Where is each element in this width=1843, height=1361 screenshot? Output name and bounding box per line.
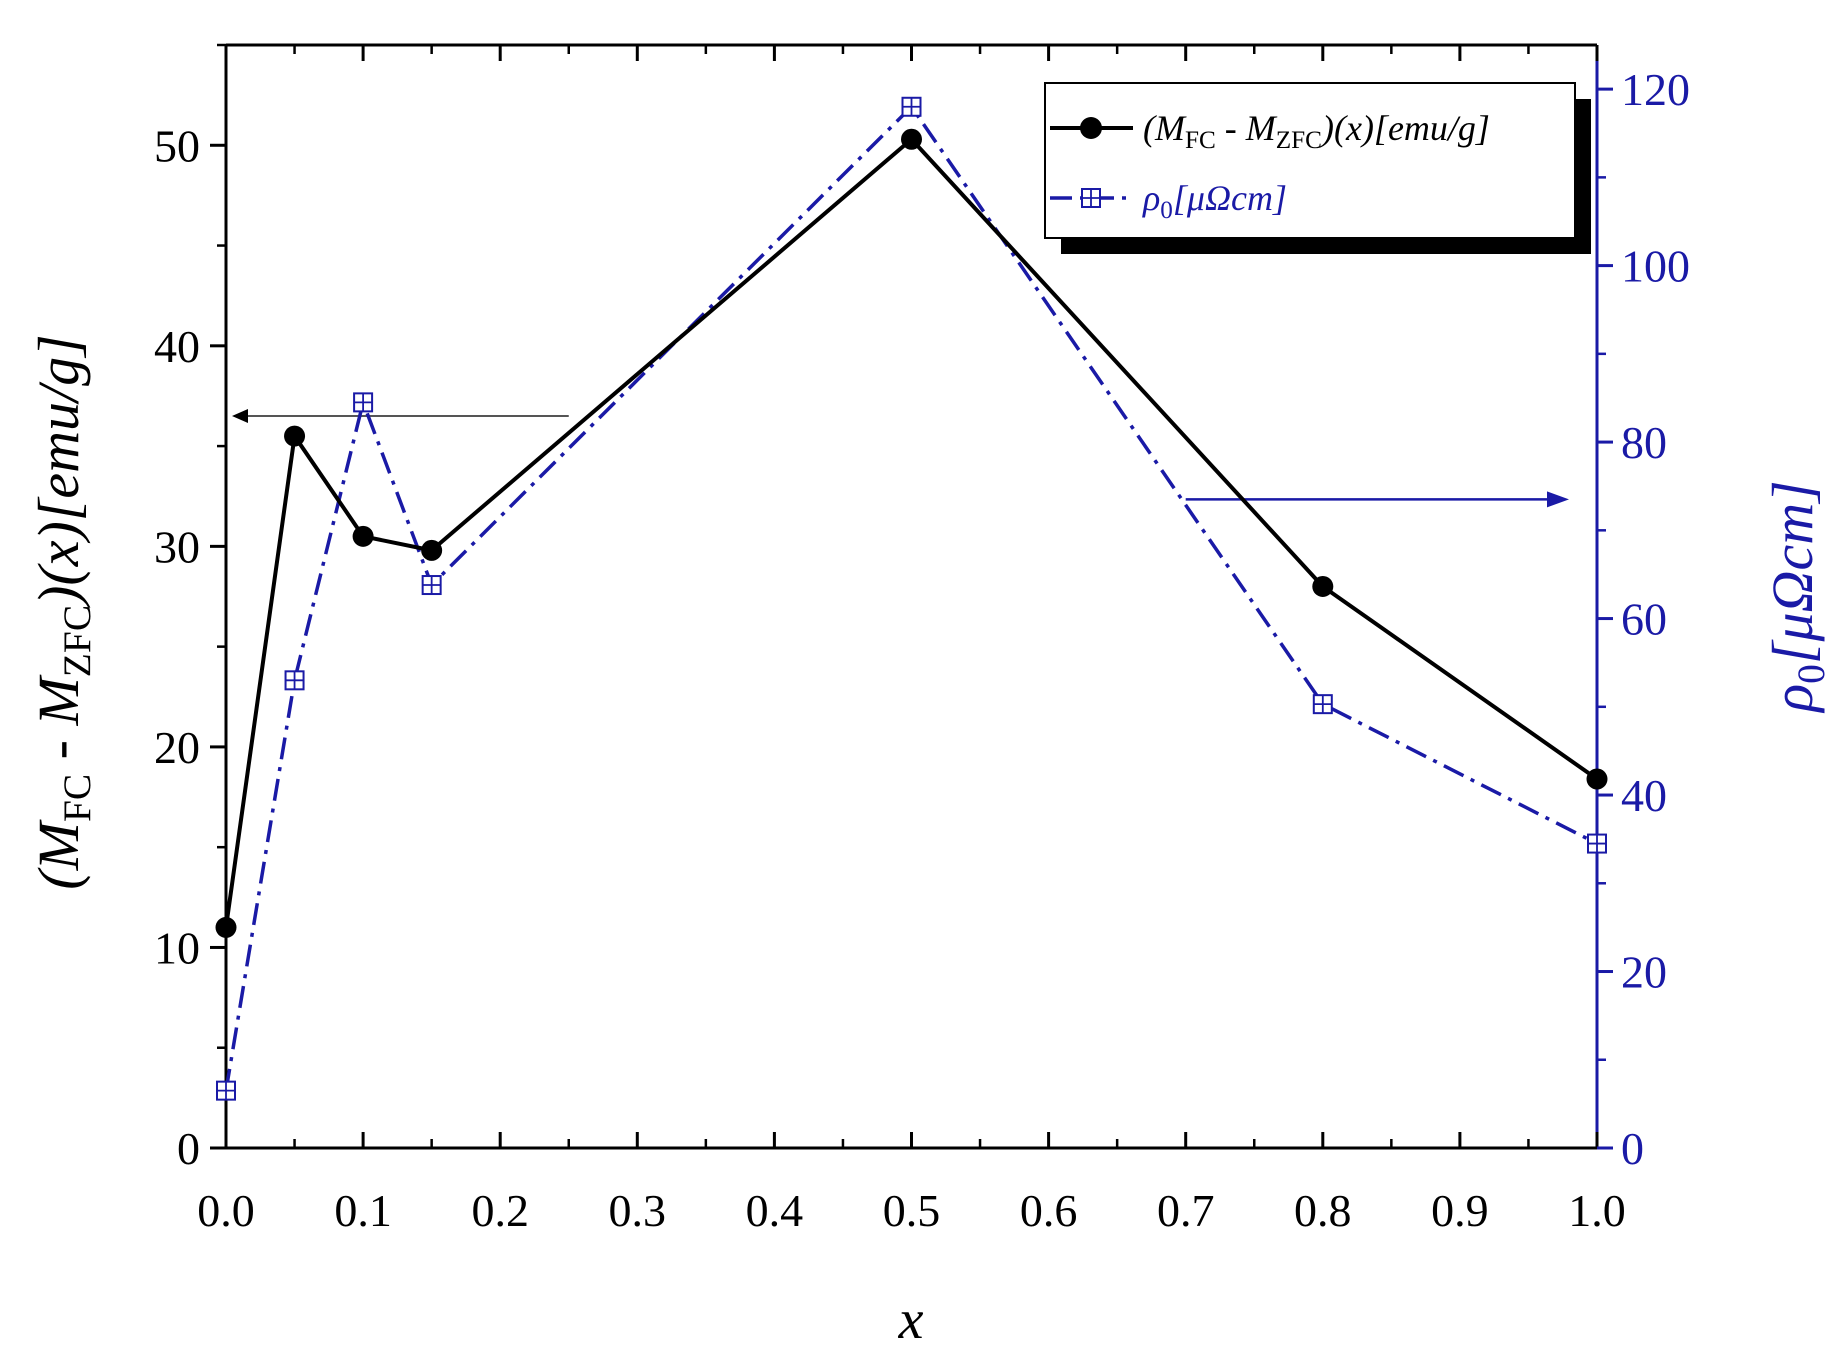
left-tick-label: 40: [154, 321, 200, 372]
x-tick-label: 0.6: [1020, 1185, 1078, 1236]
x-tick-label: 0.1: [334, 1185, 392, 1236]
legend-marker-magnetization: [1080, 117, 1102, 139]
right-tick-label: 20: [1621, 947, 1667, 998]
series-resistivity: [216, 96, 1607, 1101]
data-point: [215, 916, 237, 938]
data-point: [901, 128, 922, 150]
data-point: [1587, 833, 1607, 854]
left-y-axis-ticks: 0 10 20 30 40 50: [154, 43, 226, 1174]
left-tick-label: 0: [177, 1123, 200, 1174]
legend-marker-resistivity: [1081, 188, 1101, 208]
legend-label-resistivity: ρ0[μΩcm]: [1142, 178, 1287, 224]
left-tick-label: 20: [154, 722, 200, 773]
data-point: [421, 539, 443, 561]
data-point: [352, 525, 374, 547]
data-point: [284, 670, 305, 691]
series-line: [224, 137, 1599, 928]
data-point: [284, 425, 306, 447]
x-tick-label: 0.4: [746, 1185, 804, 1236]
right-tick-label: 120: [1621, 64, 1690, 115]
data-point: [901, 96, 922, 117]
x-tick-label: 0.9: [1431, 1185, 1489, 1236]
x-axis-label: x: [898, 1289, 924, 1351]
right-tick-label: 60: [1621, 594, 1667, 645]
axis-indicator-arrows: [232, 409, 1569, 508]
left-tick-label: 30: [154, 521, 200, 572]
series-layer: [215, 96, 1608, 1101]
right-tick-label: 40: [1621, 770, 1667, 821]
left-y-axis-label: (MFC - MZFC)(x)[emu/g]: [26, 334, 99, 889]
data-point: [353, 392, 374, 413]
x-tick-label: 0.2: [471, 1185, 529, 1236]
x-tick-label: 0.8: [1294, 1185, 1352, 1236]
right-tick-label: 80: [1621, 417, 1667, 468]
left-tick-label: 50: [154, 120, 200, 171]
legend-label-magnetization: (MFC - MZFC)(x)[emu/g]: [1143, 108, 1490, 154]
right-tick-label: 100: [1621, 241, 1690, 292]
x-tick-label: 0.5: [883, 1185, 941, 1236]
data-point: [1312, 575, 1334, 597]
legend-box: [1044, 82, 1576, 239]
x-tick-label: 0.0: [197, 1185, 255, 1236]
legend: (MFC - MZFC)(x)[emu/g] ρ0[μΩcm]: [1044, 82, 1591, 254]
x-tick-label: 1.0: [1568, 1185, 1626, 1236]
x-tick-label: 0.3: [609, 1185, 667, 1236]
data-point: [216, 1080, 236, 1101]
x-axis-ticks: 0.0 0.1 0.2 0.3 0.4 0.5 0.6 0.7 0.8 0.9 1.0: [197, 45, 1626, 1236]
right-axis-arrow-head: [1547, 491, 1569, 508]
right-tick-label: 0: [1621, 1123, 1644, 1174]
data-point: [421, 575, 442, 596]
data-point: [1312, 694, 1333, 715]
left-axis-arrow-head: [232, 409, 248, 424]
series-line: [224, 105, 1598, 1091]
right-y-axis-label: ρ0[μΩcm]: [1760, 480, 1833, 713]
data-point: [1586, 768, 1608, 790]
left-tick-label: 10: [154, 922, 200, 973]
right-y-axis-ticks: 0 20 40 60 80 100 120: [1597, 64, 1690, 1174]
series-magnetization: [215, 128, 1608, 938]
x-tick-label: 0.7: [1157, 1185, 1215, 1236]
